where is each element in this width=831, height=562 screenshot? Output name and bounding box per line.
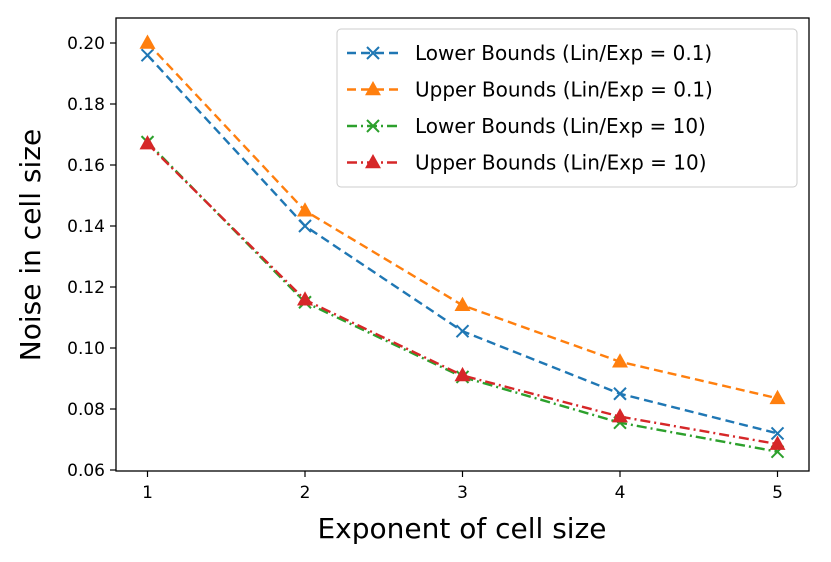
legend-label: Upper Bounds (Lin/Exp = 10) <box>415 151 707 175</box>
data-point <box>297 202 313 217</box>
data-point <box>612 408 628 423</box>
y-tick-label: 0.20 <box>67 34 105 54</box>
legend-marker <box>366 46 380 60</box>
data-point <box>613 387 627 401</box>
legend-box <box>336 28 798 188</box>
y-tick-label: 0.16 <box>67 156 105 176</box>
series-4 <box>139 135 786 450</box>
data-point <box>612 353 628 368</box>
legend-marker <box>365 153 381 169</box>
y-tick-label: 0.18 <box>67 95 105 115</box>
data-point <box>454 366 471 382</box>
legend-entry: Lower Bounds (Lin/Exp = 10) <box>347 114 706 138</box>
data-point <box>298 219 312 233</box>
series-1 <box>140 48 785 441</box>
y-tick-label: 0.10 <box>67 339 105 359</box>
legend-entry: Lower Bounds (Lin/Exp = 0.1) <box>347 41 712 65</box>
data-point <box>769 389 786 405</box>
data-point <box>297 291 313 306</box>
y-tick-label: 0.14 <box>67 217 105 237</box>
data-point <box>455 324 470 338</box>
legend-entry: Upper Bounds (Lin/Exp = 10) <box>347 151 707 175</box>
data-point <box>139 34 156 49</box>
x-tick-label: 3 <box>457 483 468 503</box>
series-2 <box>139 34 786 405</box>
legend-label: Lower Bounds (Lin/Exp = 0.1) <box>415 41 712 65</box>
y-axis-label: Noise in cell size <box>14 129 47 361</box>
x-axis-label: Exponent of cell size <box>317 512 606 545</box>
data-point <box>139 135 156 150</box>
series-line <box>146 142 778 446</box>
data-point <box>769 435 786 450</box>
plot-area <box>139 34 786 459</box>
y-tick-label: 0.08 <box>67 400 105 420</box>
data-point <box>770 426 785 441</box>
x-tick-label: 4 <box>615 483 626 503</box>
legend-entry: Upper Bounds (Lin/Exp = 0.1) <box>347 78 713 102</box>
x-tick-label: 1 <box>142 483 153 503</box>
legend-label: Upper Bounds (Lin/Exp = 0.1) <box>415 78 713 102</box>
legend-marker <box>365 80 381 96</box>
x-tick-label: 5 <box>772 483 783 503</box>
x-tick-label: 2 <box>300 483 311 503</box>
legend: Lower Bounds (Lin/Exp = 0.1) Upper Bounds… <box>336 28 798 188</box>
legend-marker <box>366 119 380 133</box>
y-tick-label: 0.06 <box>67 461 105 481</box>
axes: 1 2 3 4 5 0.06 0.08 0.10 0.12 0.14 0.16 0.18 0.20 <box>67 17 810 503</box>
data-point <box>454 296 471 312</box>
data-point <box>140 48 155 62</box>
y-tick-label: 0.12 <box>67 278 105 298</box>
legend-label: Lower Bounds (Lin/Exp = 10) <box>415 114 706 138</box>
